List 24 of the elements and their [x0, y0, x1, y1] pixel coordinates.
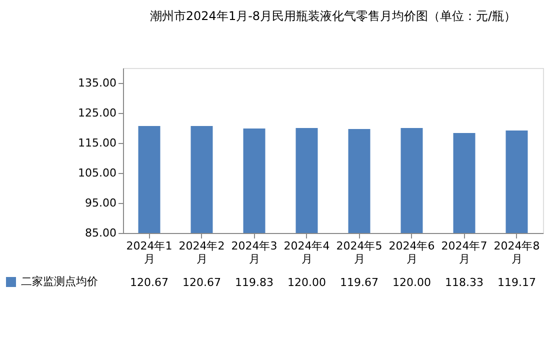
text: 120.00 — [392, 276, 431, 289]
x-tick-label: 2024年6月 — [388, 240, 435, 266]
y-tick-label: 95.00 — [85, 196, 116, 210]
text: 119.67 — [340, 276, 378, 289]
text: 120.67 — [130, 276, 168, 289]
x-tick-label: 2024年4月 — [284, 240, 330, 266]
y-tick-label: 115.00 — [78, 136, 116, 150]
text: 118.33 — [445, 276, 484, 289]
x-tick-label: 2024年5月 — [336, 240, 382, 266]
text: 120.67 — [182, 276, 221, 289]
y-tick-label: 125.00 — [78, 106, 116, 120]
text: 119.83 — [235, 276, 274, 289]
x-tick-label: 2024年3月 — [231, 240, 278, 266]
chart-title: 潮州市2024年1月-8月民用瓶装液化气零售月均价图（单位：元/瓶） — [150, 9, 516, 23]
y-tick-label: 105.00 — [78, 166, 116, 180]
y-tick-label: 135.00 — [78, 76, 116, 90]
legend-label: 二家监测点均价 — [21, 275, 98, 288]
x-tick-label: 2024年7月 — [441, 240, 488, 266]
x-tick-label: 2024年2月 — [178, 240, 225, 266]
y-tick-label: 85.00 — [85, 226, 116, 240]
text: 119.17 — [498, 276, 536, 289]
x-tick-label: 2024年8月 — [494, 240, 540, 266]
text: 120.00 — [288, 276, 326, 289]
x-tick-label: 2024年1月 — [126, 240, 172, 266]
